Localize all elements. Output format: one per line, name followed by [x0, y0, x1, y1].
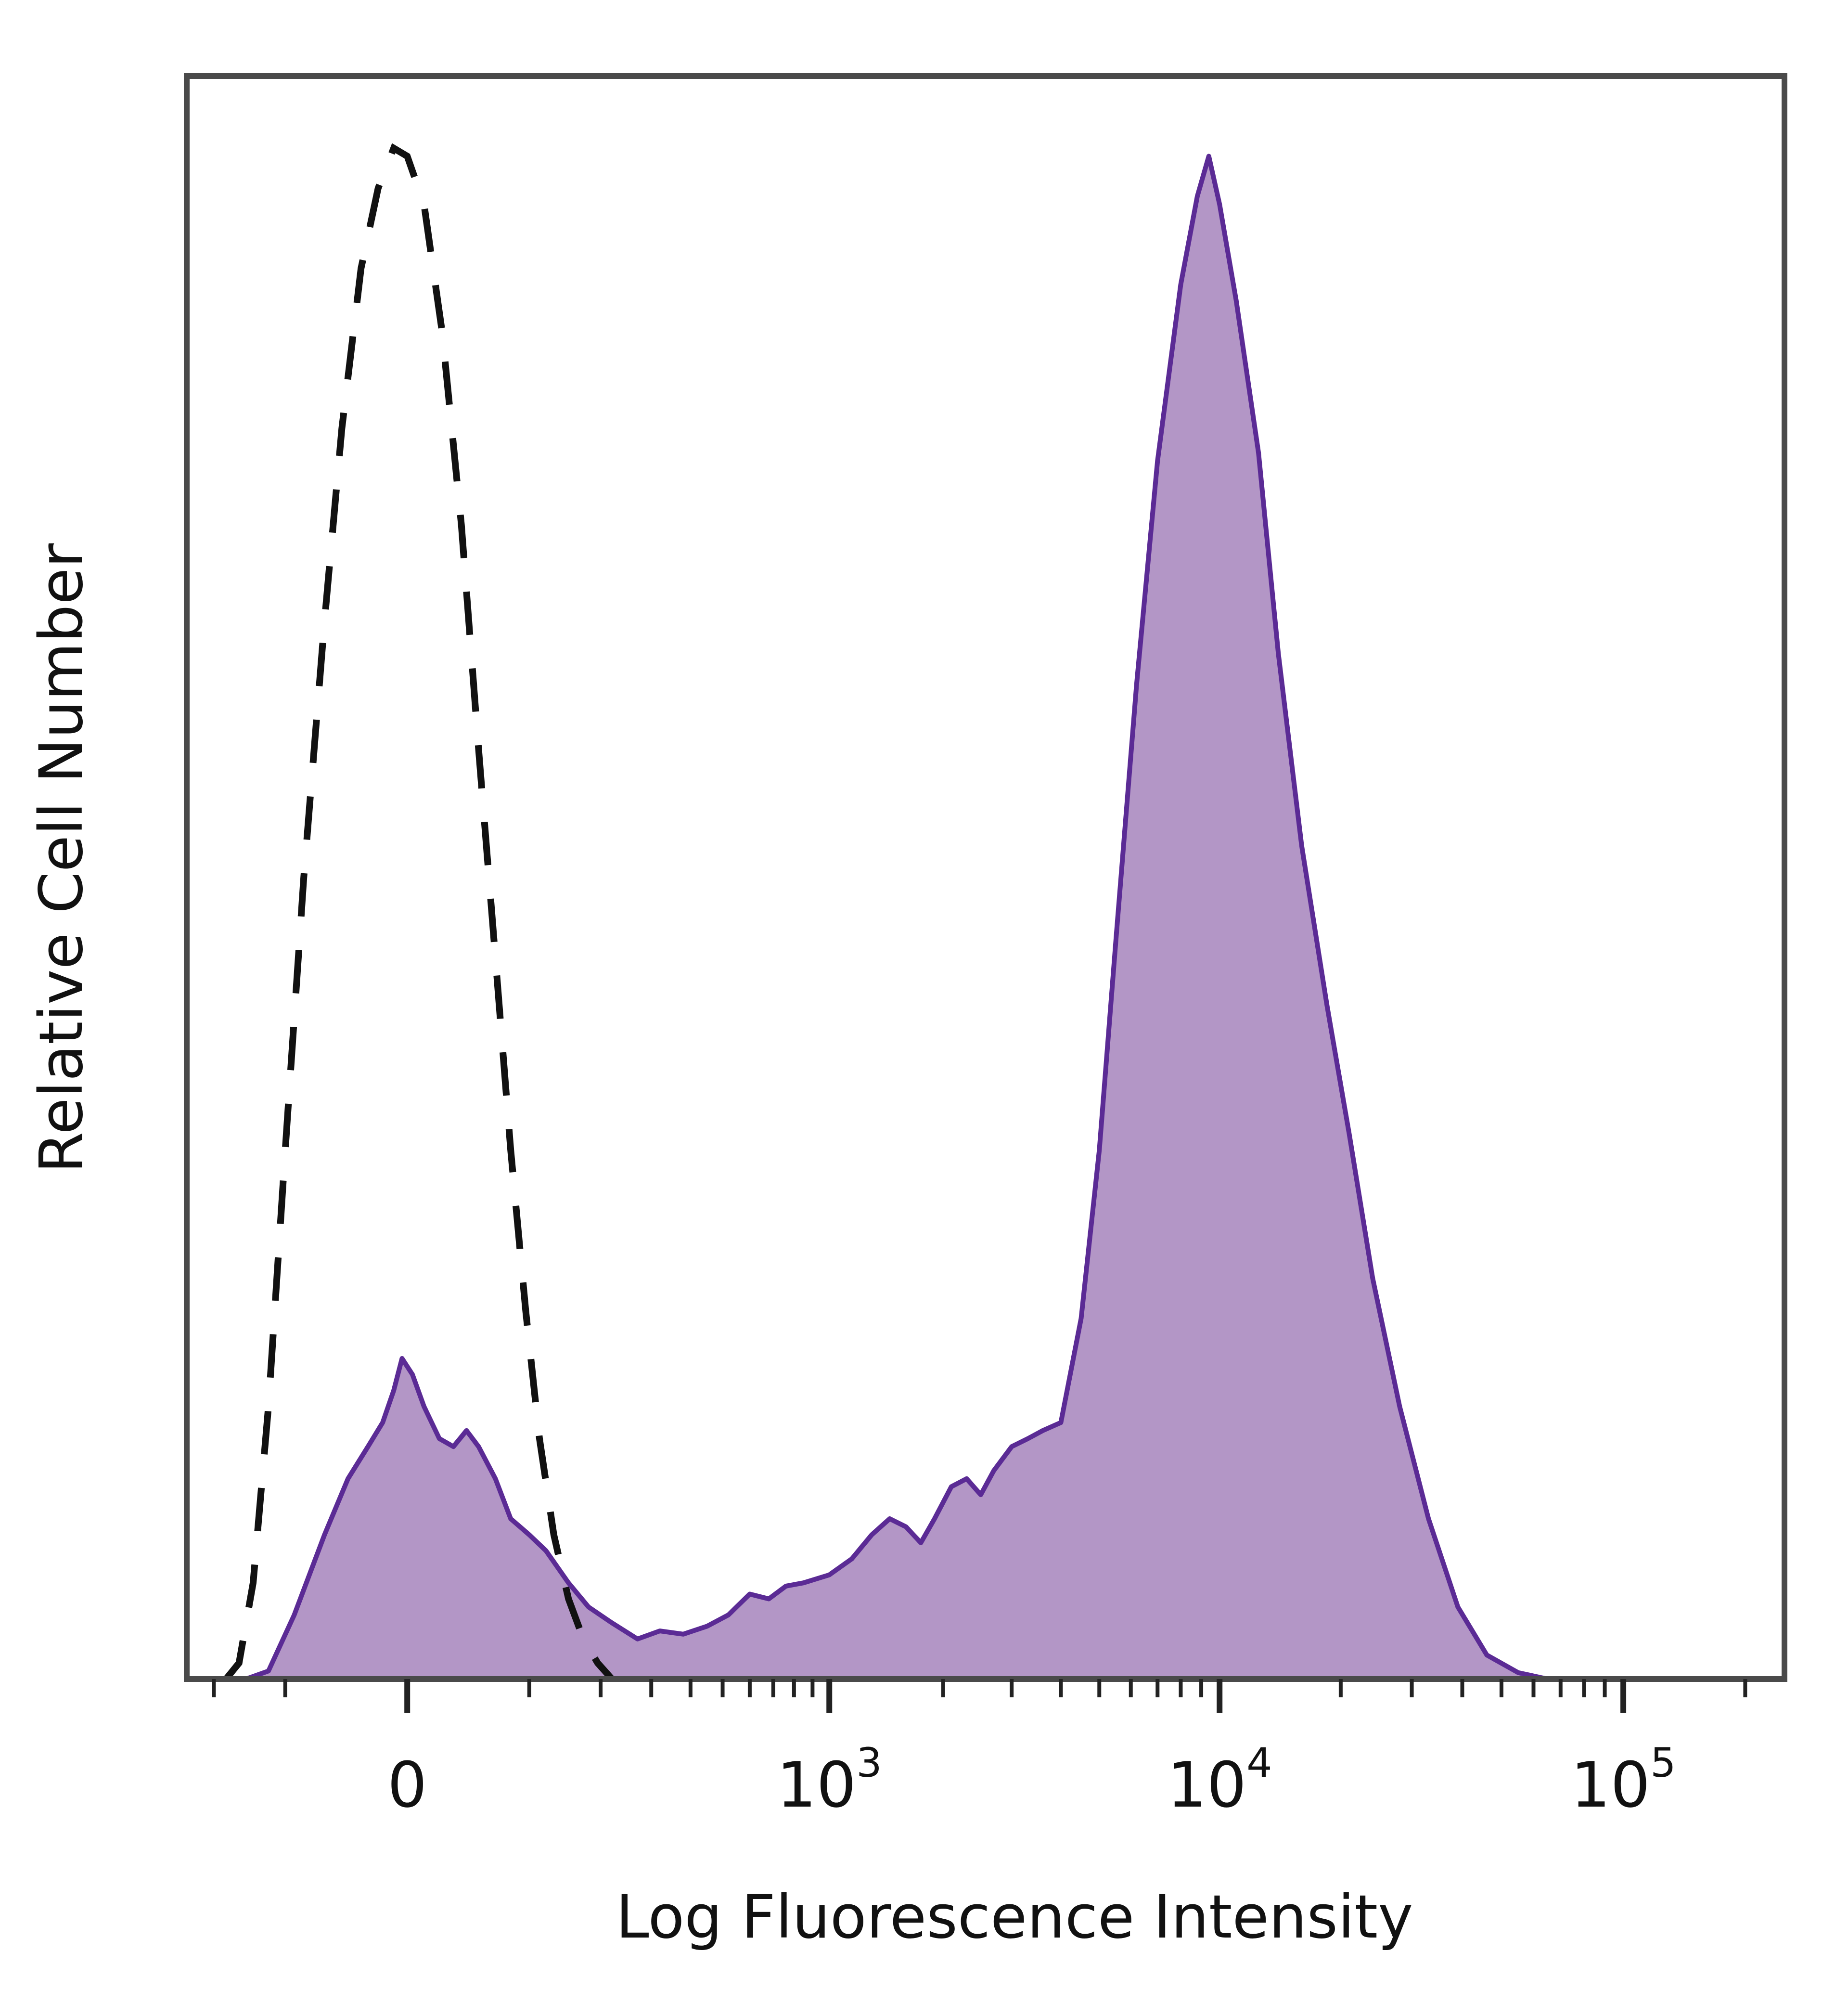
y-axis-title: Relative Cell Number: [27, 543, 96, 1174]
x-tick-label-exponent: 3: [856, 1739, 882, 1786]
x-axis-title: Log Fluorescence Intensity: [616, 1883, 1413, 1952]
series-0-line: [245, 154, 1548, 1681]
x-tick-label-exponent: 5: [1650, 1739, 1676, 1786]
x-tick-label-base: 10: [1167, 1748, 1246, 1822]
series-1-dashed-line: [223, 143, 615, 1681]
x-tick-label-exponent: 4: [1246, 1739, 1272, 1786]
x-tick-label: 105: [1571, 1739, 1676, 1822]
x-tick-label-base: 10: [1571, 1748, 1650, 1822]
series-0-area: [246, 156, 1548, 1679]
x-tick-label-base: 10: [777, 1748, 856, 1822]
x-tick-label: 104: [1167, 1739, 1272, 1822]
tick-label-layer: 0 103 104 105: [387, 1739, 1676, 1822]
series-layer: [223, 143, 1548, 1681]
tick-layer: [212, 1679, 1747, 1713]
x-tick-label: 103: [777, 1739, 882, 1822]
plot-frame: [184, 73, 1787, 1682]
x-tick-label: 0: [387, 1748, 427, 1822]
x-tick-label-base: 0: [387, 1748, 427, 1822]
